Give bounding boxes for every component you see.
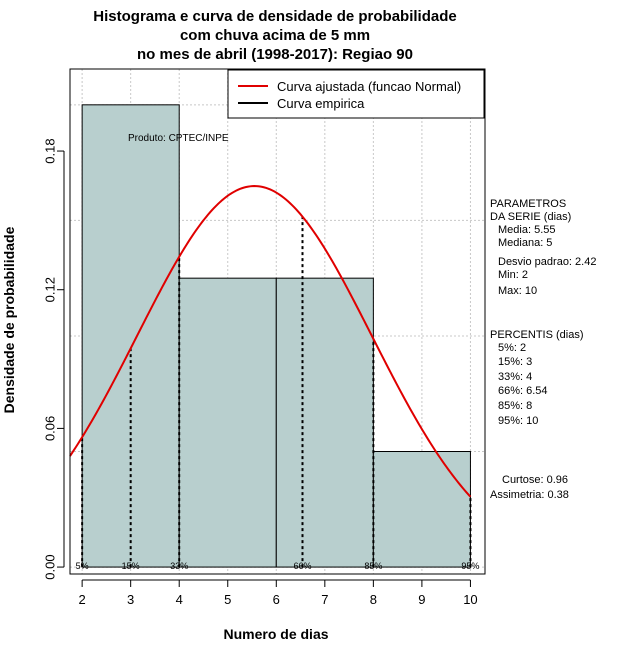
percentile-66: 66%: 6.54 (498, 385, 548, 397)
chart-title-line-2: com chuva acima de 5 mm (180, 27, 370, 44)
histogram-bars (81, 104, 471, 568)
percentile-15: 15%: 3 (498, 356, 532, 368)
x-tick-label-3: 3 (127, 592, 134, 607)
y-tick-label-0.12: 0.12 (43, 277, 58, 302)
percentiles-title: PERCENTIS (dias) (490, 329, 584, 341)
x-axis-title: Numero de dias (223, 626, 328, 642)
percentile-5: 5%: 2 (498, 342, 526, 354)
param-mediana: Mediana: 5 (498, 237, 552, 249)
params-title-line-1: PARAMETROS (490, 198, 566, 210)
legend-box (227, 69, 485, 119)
histogram-bar-2 (178, 277, 277, 568)
param-desvio: Desvio padrao: 2.42 (498, 256, 596, 268)
percentile-label-33: 33% (170, 561, 188, 571)
x-tick-label-5: 5 (224, 592, 231, 607)
chart-title-line-3: no mes de abril (1998-2017): Regiao 90 (137, 46, 413, 63)
percentile-95: 95%: 10 (498, 415, 538, 427)
percentile-label-66: 66% (293, 561, 311, 571)
percentile-label-15: 15% (122, 561, 140, 571)
legend: Curva ajustada (funcao Normal) Curva emp… (227, 69, 485, 119)
plot-frame (69, 68, 486, 575)
x-tick-label-10: 10 (463, 592, 477, 607)
y-tick-label-0.00: 0.00 (43, 554, 58, 579)
product-label: Produto: CPTEC/INPE (128, 133, 229, 144)
percentile-33: 33%: 4 (498, 371, 532, 383)
legend-normal-label: Curva ajustada (funcao Normal) (277, 79, 461, 94)
y-tick-label-0.06: 0.06 (43, 416, 58, 441)
stat-curtose: Curtose: 0.96 (502, 474, 568, 486)
percentile-labels: 5% 15% 33% 66% 85% 95% (76, 561, 480, 571)
percentile-label-95: 95% (461, 561, 479, 571)
x-tick-label-2: 2 (79, 592, 86, 607)
y-tick-label-0.18: 0.18 (43, 138, 58, 163)
y-axis: 0.00 0.06 0.12 0.18 (43, 138, 65, 580)
x-tick-label-7: 7 (321, 592, 328, 607)
percentile-85: 85%: 8 (498, 400, 532, 412)
histogram-bar-1 (81, 104, 180, 568)
y-axis-title: Densidade de probabilidade (1, 226, 17, 413)
params-title-line-2: DA SERIE (dias) (490, 211, 571, 223)
param-min: Min: 2 (498, 269, 528, 281)
percentile-label-85: 85% (364, 561, 382, 571)
percentile-label-5: 5% (76, 561, 89, 571)
stat-assimetria: Assimetria: 0.38 (490, 489, 569, 501)
x-axis: 2 3 4 5 6 7 8 9 10 (79, 579, 478, 607)
x-tick-label-4: 4 (176, 592, 183, 607)
chart-title-line-1: Histograma e curva de densidade de proba… (93, 8, 456, 25)
histogram-bar-4 (372, 451, 471, 568)
normal-curve-line (69, 185, 472, 498)
x-tick-label-8: 8 (370, 592, 377, 607)
x-tick-label-9: 9 (418, 592, 425, 607)
x-tick-label-6: 6 (273, 592, 280, 607)
percentile-lines (81, 216, 472, 568)
side-panel: PARAMETROS DA SERIE (dias) Media: 5.55 M… (490, 198, 596, 501)
param-media: Media: 5.55 (498, 224, 555, 236)
param-max: Max: 10 (498, 285, 537, 297)
legend-empirical-label: Curva empirica (277, 96, 365, 111)
histogram-bar-3 (275, 277, 374, 568)
